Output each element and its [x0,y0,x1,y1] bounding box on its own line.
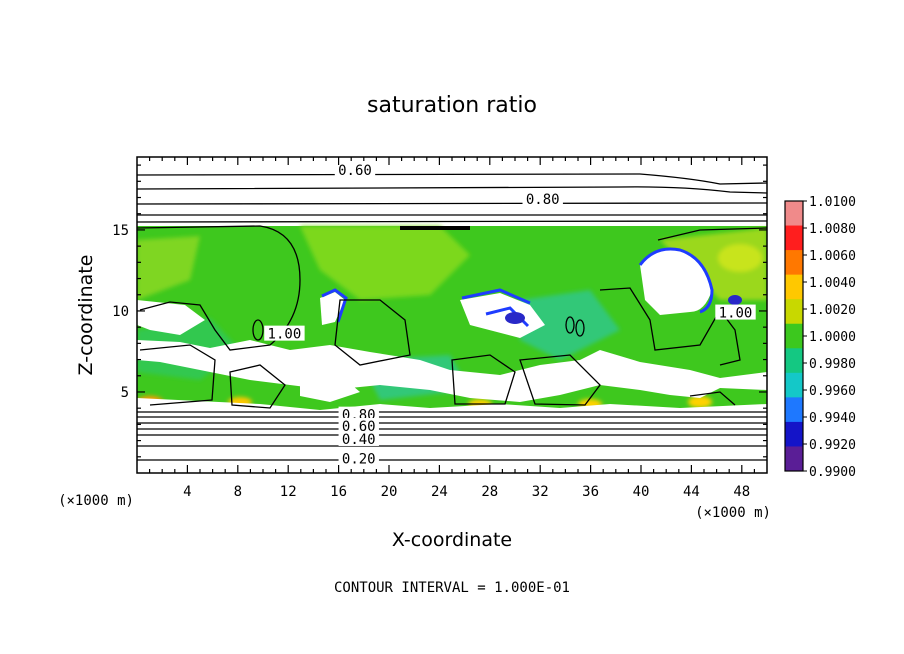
y-axis-ticks: 5 10 15 [112,223,129,401]
colorbar-swatch [785,446,803,472]
colorbar-level-label: 1.0040 [809,276,856,291]
colorbar-swatch [785,299,803,325]
x-tick-label: 28 [481,484,498,500]
colorbar-swatch [785,348,803,374]
lower-contour-bands [137,411,767,461]
contour-label-bg [338,418,379,434]
colorbar-swatch [785,323,803,349]
contour-label-bg [264,325,305,341]
chart-title: saturation ratio [367,93,537,118]
x-tick-label: 8 [234,484,242,500]
x-axis-label: X-coordinate [392,529,512,551]
colorbar-swatch [785,421,803,447]
contour-label-bg [338,450,379,466]
colorbar-swatch [785,397,803,423]
subsaturated-regions [137,249,767,414]
colorbar-level-label: 0.9940 [809,411,856,426]
colorbar-swatch [785,225,803,251]
x-tick-label: 48 [733,484,750,500]
colorbar-level-label: 1.0100 [809,195,856,210]
y-axis-label: Z-coordinate [75,255,97,376]
colorbar-swatch [785,274,803,300]
y-tick-label: 10 [112,304,129,320]
contour-label: 0.40 [342,432,376,448]
upper-contour-bands [137,173,767,223]
x-tick-label: 4 [183,484,191,500]
contour-label-bg [334,161,376,177]
contour-label-bg [715,304,756,320]
colorbar-swatch [785,201,803,227]
x-tick-label: 32 [532,484,549,500]
colorbar-level-label: 0.9920 [809,438,856,453]
colorbar-level-label: 1.0000 [809,330,856,345]
contour-interval-note: CONTOUR INTERVAL = 1.000E-01 [334,580,570,596]
x-axis-ticks: 4 8 12 16 20 24 28 32 36 40 44 48 [183,484,750,500]
contours-1-00 [137,225,767,409]
x-tick-label: 40 [633,484,650,500]
colorbar-level-label: 1.0060 [809,249,856,264]
x-tick-label: 20 [381,484,398,500]
colorbar-level-label: 0.9900 [809,465,856,480]
colorbar-level-label: 1.0080 [809,222,856,237]
contour-label-bg [522,191,563,207]
y-tick-label: 15 [112,223,129,239]
y-tick-label: 5 [121,385,129,401]
deficit-cores [505,295,742,324]
colorbar-swatch [785,250,803,276]
contour-labels: 0.600.801.001.000.800.600.400.20 [264,161,756,467]
x-tick-label: 12 [280,484,297,500]
contour-label-bg [338,430,379,446]
x-tick-label: 44 [683,484,700,500]
contour-label-bg [338,406,379,422]
contour-label: 0.80 [526,192,560,208]
colorbar-swatch [785,372,803,398]
x-tick-label: 36 [582,484,599,500]
colorbar-level-label: 0.9980 [809,357,856,372]
x-tick-label: 16 [330,484,347,500]
contour-label: 0.20 [342,451,376,467]
contour-label: 0.60 [338,163,372,179]
frame-ticks [137,157,767,473]
contour-label: 1.00 [268,327,302,343]
colorbar-level-label: 0.9960 [809,384,856,399]
colorbar-level-label: 1.0020 [809,303,856,318]
y-unit-label: (×1000 m) [58,493,134,509]
x-unit-label: (×1000 m) [695,505,771,521]
colorbar: 1.0100 1.0080 1.0060 1.0040 1.0020 1.0000 0.99… [784,195,856,480]
contour-label: 1.00 [719,306,753,322]
x-tick-label: 24 [431,484,448,500]
plot-field: 0.600.801.001.000.800.600.400.20 [137,157,767,473]
